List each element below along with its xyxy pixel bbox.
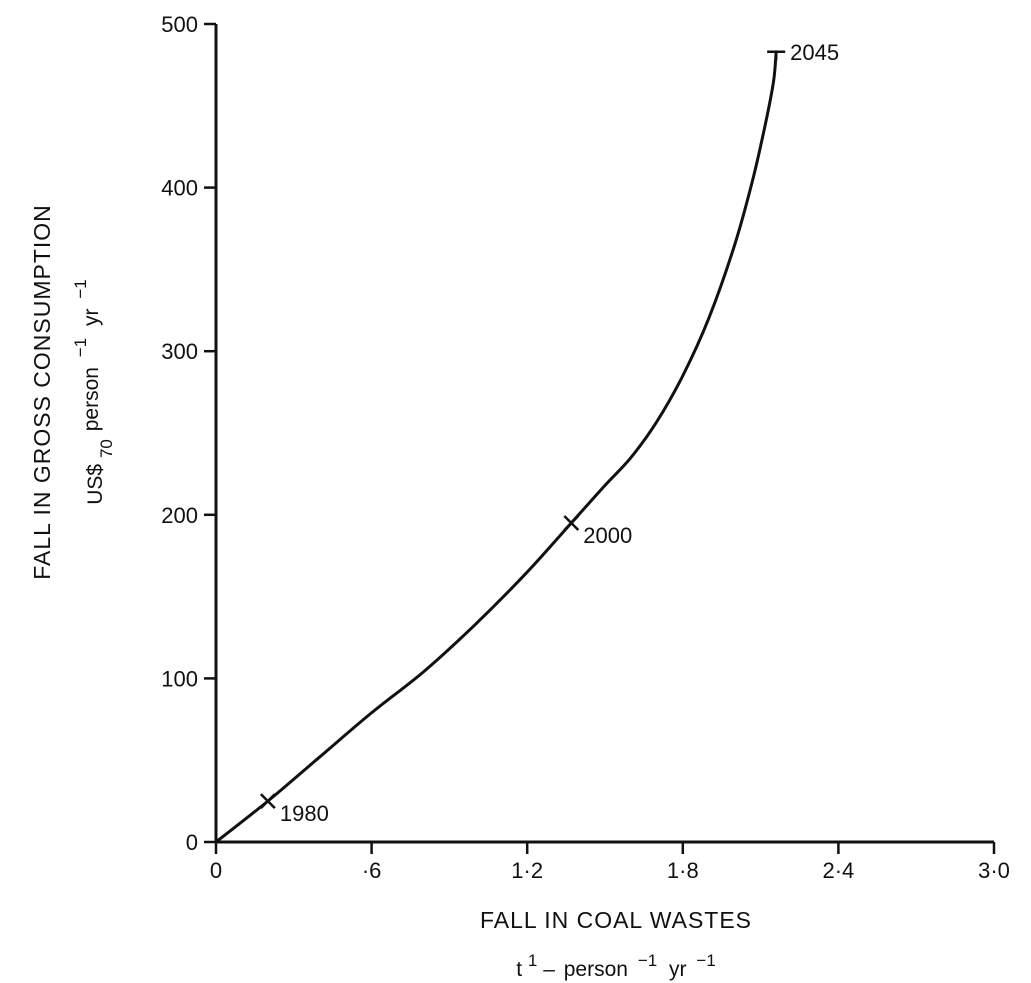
- x-unit-person: person: [564, 958, 628, 981]
- x-ticks: 0 ·6 1·2 1·8 2·4 3·0: [210, 842, 1010, 883]
- y-tick-label: 500: [161, 12, 198, 37]
- x-unit-base: t: [516, 958, 522, 981]
- y-tick-label: 300: [161, 339, 198, 364]
- x-tick-label: 2·4: [823, 858, 855, 883]
- series: [214, 50, 778, 844]
- x-tick-label: 1·8: [667, 858, 699, 883]
- y-unit-exp-yr: −1: [71, 279, 90, 298]
- y-tick-label: 400: [161, 176, 198, 201]
- annotations: 1980 2000 2045: [259, 40, 839, 826]
- y-axis-title: FALL IN GROSS CONSUMPTION: [29, 204, 55, 580]
- year-marker: [563, 515, 580, 531]
- year-marker: [259, 793, 276, 809]
- x-unit-exp-yr: −1: [696, 951, 715, 970]
- y-tick-label: 200: [161, 503, 198, 528]
- year-label: 1980: [280, 801, 329, 826]
- x-tick-label: 1·2: [511, 858, 543, 883]
- x-unit-dash: –: [543, 958, 555, 981]
- x-tick-label: ·6: [362, 858, 382, 883]
- x-unit-yr: yr: [669, 958, 687, 981]
- x-tick-label: 3·0: [978, 858, 1010, 883]
- year-label: 2000: [583, 523, 632, 548]
- year-label: 2045: [790, 40, 839, 65]
- axes: [214, 24, 994, 844]
- x-axis-title: FALL IN COAL WASTES: [480, 907, 752, 933]
- y-axis-units: US$ 70 person −1 yr −1: [68, 279, 117, 505]
- y-tick-label: 100: [161, 666, 198, 691]
- x-unit-exp-person: −1: [638, 951, 657, 970]
- y-unit-sub: 70: [97, 439, 116, 458]
- y-tick-label: 0: [186, 830, 198, 855]
- y-ticks: 0 100 200 300 400 500: [161, 12, 216, 855]
- series-line: [214, 50, 778, 844]
- y-unit-person: person: [80, 367, 103, 431]
- x-unit-exp-t: 1: [528, 951, 537, 970]
- y-unit-exp-person: −1: [71, 338, 90, 357]
- x-axis-units: t 1 – person −1 yr −1: [516, 948, 716, 981]
- y-unit-currency: US$: [84, 464, 107, 505]
- y-unit-yr: yr: [80, 308, 103, 326]
- x-tick-label: 0: [210, 858, 222, 883]
